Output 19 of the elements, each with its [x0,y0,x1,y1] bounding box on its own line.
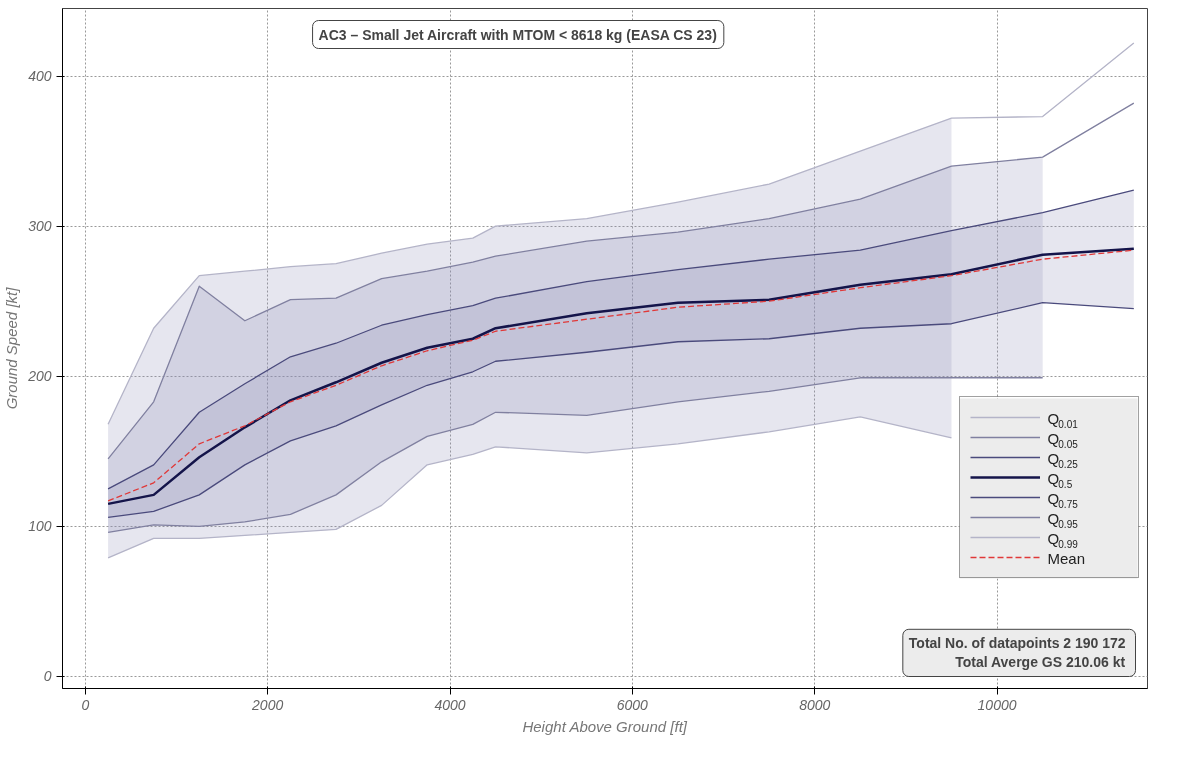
annotation: Total Averge GS 210.06 kt [955,654,1126,671]
x-axis-title: Height Above Ground [ft] [522,717,688,735]
y-tick-label: 200 [27,368,52,385]
legend-label: Mean [1047,550,1086,567]
annotation: Total No. of datapoints 2 190 172 [908,635,1126,652]
x-tick-label: 2000 [251,696,284,713]
y-tick-label: 0 [43,668,52,685]
y-tick-label: 100 [28,518,52,535]
line-series [107,416,953,559]
x-tick-label: 0 [81,696,90,713]
x-tick-label: 4000 [434,696,466,713]
y-tick-label: 300 [28,218,52,235]
x-tick-label: 8000 [799,696,831,713]
text: AC3 – Small Jet Aircraft with MTOM < 8618 kg (EASA CS 23) [318,26,717,43]
line-series [107,377,1044,534]
y-tick-label: 400 [28,68,52,85]
x-tick-label: 6000 [616,696,649,713]
y-axis-title: Ground Speed [kt] [3,286,21,410]
x-tick-label: 10000 [977,696,1017,713]
